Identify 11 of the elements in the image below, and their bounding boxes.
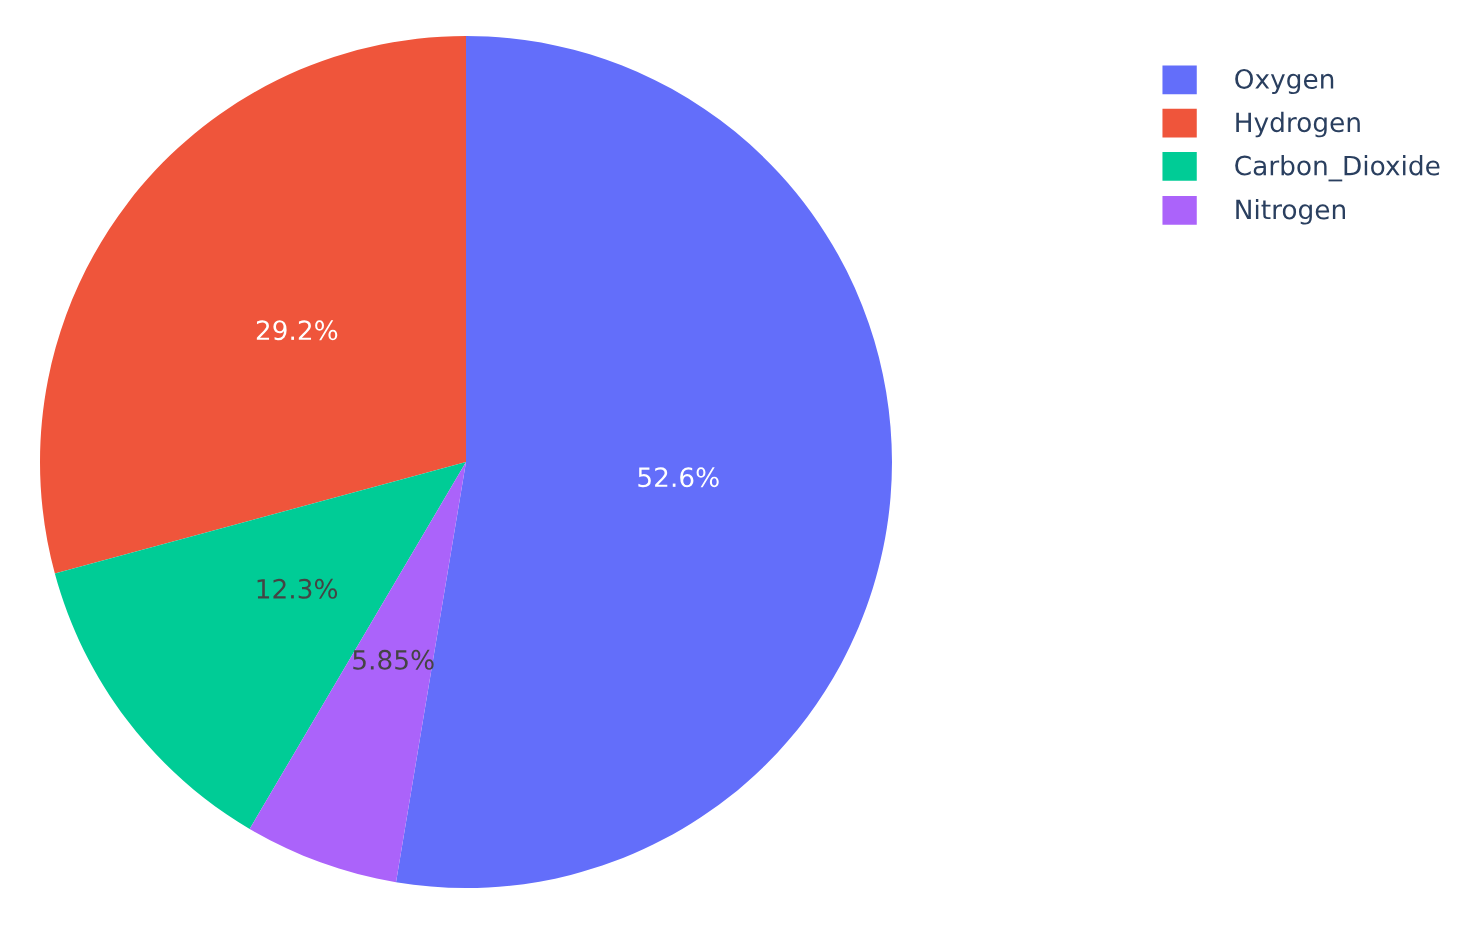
data-label: 52.6% [638, 467, 719, 488]
legend-label: Nitrogen [1236, 199, 1345, 225]
legend-label: Carbon_Dioxide [1235, 155, 1440, 182]
data-label: 12.3% [257, 578, 338, 599]
pie-slice [249, 462, 466, 883]
data-label: 5.85% [353, 649, 434, 670]
data-label: 29.2% [256, 320, 338, 341]
legend-label: Oxygen [1235, 69, 1334, 95]
pie-slice [54, 462, 466, 829]
pie-slice [40, 36, 466, 574]
legend-label: Hydrogen [1236, 111, 1360, 138]
